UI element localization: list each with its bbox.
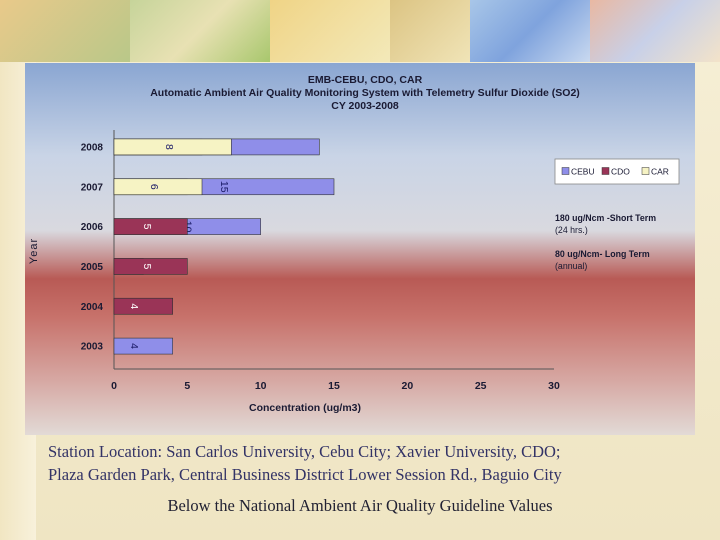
- guideline-note-3: 80 ug/Ncm- Long Term: [555, 249, 650, 259]
- data-label-cdo-2004: 4: [128, 303, 140, 309]
- y-axis-label: Year: [28, 238, 40, 264]
- legend: CEBU CDO CAR: [554, 158, 680, 185]
- y-tick-2004: 2004: [81, 302, 104, 313]
- guideline-note-2: (24 hrs.): [555, 225, 588, 235]
- guideline-note-4: (annual): [555, 261, 587, 271]
- y-tick-2005: 2005: [81, 262, 104, 273]
- caption-line-2: Plaza Garden Park, Central Business Dist…: [48, 465, 562, 484]
- bars-group: 1468155610525444: [113, 138, 335, 355]
- chart-panel: EMB-CEBU, CDO, CAR Automatic Ambient Air …: [25, 63, 695, 435]
- legend-label-cebu: CEBU: [571, 167, 595, 177]
- decorative-banner: [0, 0, 720, 62]
- chart-title-line-2: Automatic Ambient Air Quality Monitoring…: [150, 87, 580, 99]
- y-tick-2003: 2003: [81, 342, 104, 353]
- chart-title-line-3: CY 2003-2008: [331, 100, 399, 112]
- data-label-cdo-2006: 5: [141, 224, 153, 230]
- legend-label-car: CAR: [651, 167, 669, 177]
- guideline-note-1: 180 ug/Ncm -Short Term: [555, 213, 656, 223]
- x-tick-10: 10: [255, 380, 267, 392]
- y-tick-2007: 2007: [81, 182, 104, 193]
- y-tick-2006: 2006: [81, 222, 104, 233]
- bar-car-2008: [113, 138, 232, 156]
- data-label-cebu-2007: 15: [218, 181, 230, 193]
- x-axis-label: Concentration (ug/m3): [249, 402, 361, 414]
- bar-car-2007: [113, 178, 203, 196]
- x-tick-15: 15: [328, 380, 340, 392]
- y-tick-2008: 2008: [81, 142, 104, 153]
- x-tick-labels: 0 5 10 15 20 25 30: [111, 380, 560, 392]
- legend-swatch-car: [641, 167, 650, 175]
- bar-cdo-2004: [113, 297, 173, 315]
- guideline-notes: 180 ug/Ncm -Short Term (24 hrs.) 80 ug/Ncm…: [555, 213, 656, 271]
- x-tick-25: 25: [475, 380, 487, 392]
- footer-text: Below the National Ambient Air Quality G…: [167, 496, 553, 515]
- legend-label-cdo: CDO: [611, 167, 630, 177]
- legend-box: [554, 158, 680, 185]
- data-label-cebu-2003: 4: [128, 343, 140, 349]
- station-caption: Station Location: San Carlos University,…: [48, 440, 688, 486]
- bar-cebu-2003: [113, 337, 173, 355]
- data-label-car-2008: 8: [163, 144, 175, 150]
- y-tick-labels: 2008 2007 2006 2005 2004 2003: [81, 142, 104, 352]
- legend-swatch-cebu: [561, 167, 570, 175]
- caption-line-1: Station Location: San Carlos University,…: [48, 442, 561, 461]
- chart-title-line-1: EMB-CEBU, CDO, CAR: [308, 74, 423, 86]
- bar-cdo-2005: [113, 258, 188, 275]
- x-tick-30: 30: [548, 380, 560, 392]
- data-label-cdo-2005: 5: [141, 263, 153, 269]
- data-label-car-2007: 6: [148, 184, 160, 190]
- x-tick-5: 5: [184, 380, 190, 392]
- x-tick-20: 20: [401, 380, 413, 392]
- bar-cdo-2006: [113, 218, 188, 235]
- x-tick-0: 0: [111, 380, 117, 392]
- legend-swatch-cdo: [601, 167, 610, 175]
